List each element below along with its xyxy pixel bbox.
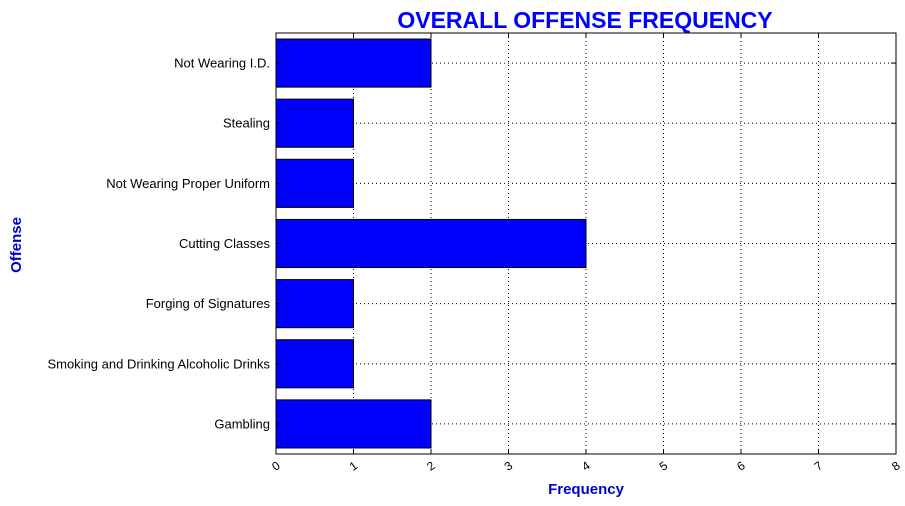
- axis-ticks: [275, 33, 897, 454]
- category-label: Cutting Classes: [179, 236, 271, 251]
- bar: [275, 339, 354, 389]
- chart-title: OVERALL OFFENSE FREQUENCY: [397, 7, 772, 33]
- category-label: Gambling: [214, 416, 270, 431]
- category-label: Not Wearing Proper Uniform: [106, 176, 270, 191]
- x-tick-label: 2: [424, 458, 438, 473]
- category-label: Stealing: [223, 116, 270, 131]
- grid-lines: [276, 33, 896, 454]
- category-label: Forging of Signatures: [146, 296, 271, 311]
- x-tick-labels: 0 1 2 3 4 5 6 7 8: [269, 458, 903, 473]
- y-axis-label: Offense: [8, 217, 25, 273]
- x-tick-label: 0: [269, 458, 283, 473]
- category-label: Smoking and Drinking Alcoholic Drinks: [47, 356, 270, 371]
- bar: [275, 218, 587, 269]
- x-axis-label: Frequency: [548, 481, 625, 498]
- category-label: Not Wearing I.D.: [174, 56, 270, 71]
- x-tick-label: 6: [734, 458, 748, 473]
- bar: [275, 399, 432, 449]
- category-labels: Not Wearing I.D. Stealing Not Wearing Prop…: [47, 56, 270, 432]
- x-tick-label: 5: [657, 458, 671, 473]
- bar: [275, 158, 354, 208]
- bar: [275, 279, 354, 329]
- bar: [275, 98, 354, 148]
- x-tick-label: 8: [889, 458, 903, 473]
- x-tick-label: 3: [502, 458, 516, 473]
- bar: [275, 38, 432, 88]
- bars: [275, 38, 587, 449]
- x-tick-label: 4: [579, 458, 593, 473]
- x-tick-label: 1: [347, 458, 361, 473]
- x-tick-label: 7: [812, 458, 826, 473]
